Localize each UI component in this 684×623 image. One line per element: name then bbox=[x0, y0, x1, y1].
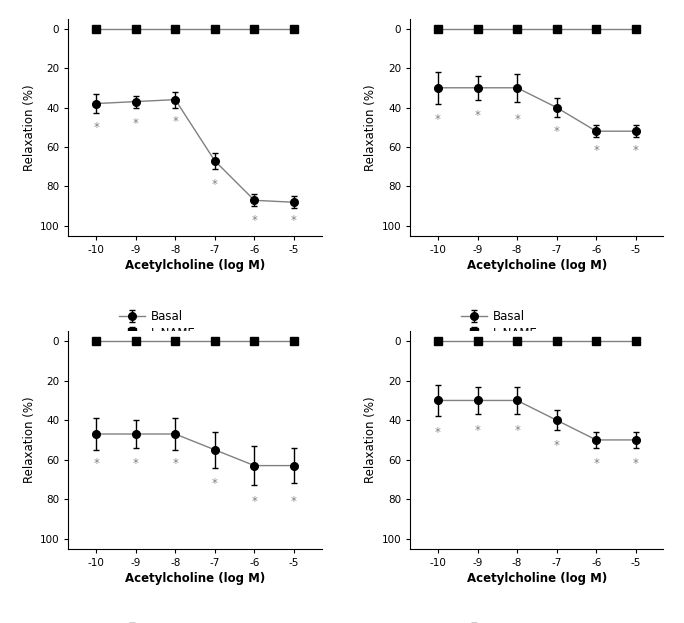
Text: *: * bbox=[252, 214, 257, 227]
Text: *: * bbox=[291, 495, 297, 508]
Text: *: * bbox=[475, 424, 480, 437]
Text: (b)  AoCo-V: (b) AoCo-V bbox=[503, 355, 570, 368]
Text: *: * bbox=[172, 457, 178, 470]
Text: *: * bbox=[593, 457, 599, 470]
Text: *: * bbox=[252, 495, 257, 508]
Text: *: * bbox=[554, 439, 560, 452]
Text: *: * bbox=[291, 214, 297, 227]
Text: *: * bbox=[172, 115, 178, 128]
Text: *: * bbox=[435, 113, 441, 126]
X-axis label: Acetylcholine (log M): Acetylcholine (log M) bbox=[125, 572, 265, 585]
Text: (a)  Sham-V: (a) Sham-V bbox=[160, 355, 230, 368]
Legend: Basal, L-NAME: Basal, L-NAME bbox=[114, 618, 200, 623]
Text: *: * bbox=[133, 117, 139, 130]
Text: *: * bbox=[514, 113, 520, 126]
Legend: Basal, L-NAME: Basal, L-NAME bbox=[456, 305, 542, 345]
Text: *: * bbox=[212, 178, 218, 191]
Text: *: * bbox=[133, 457, 139, 470]
X-axis label: Acetylcholine (log M): Acetylcholine (log M) bbox=[125, 259, 265, 272]
Text: *: * bbox=[212, 477, 218, 490]
Legend: Basal, L-NAME: Basal, L-NAME bbox=[114, 305, 200, 345]
Y-axis label: Relaxation (%): Relaxation (%) bbox=[365, 397, 378, 483]
Text: *: * bbox=[93, 121, 99, 134]
Y-axis label: Relaxation (%): Relaxation (%) bbox=[365, 84, 378, 171]
Text: *: * bbox=[475, 109, 480, 122]
Legend: Basal, L-NAME: Basal, L-NAME bbox=[456, 618, 542, 623]
Text: *: * bbox=[633, 457, 639, 470]
Text: *: * bbox=[435, 426, 441, 439]
Y-axis label: Relaxation (%): Relaxation (%) bbox=[23, 397, 36, 483]
Text: *: * bbox=[514, 424, 520, 437]
Text: *: * bbox=[633, 145, 639, 158]
X-axis label: Acetylcholine (log M): Acetylcholine (log M) bbox=[466, 259, 607, 272]
Text: *: * bbox=[93, 457, 99, 470]
X-axis label: Acetylcholine (log M): Acetylcholine (log M) bbox=[466, 572, 607, 585]
Y-axis label: Relaxation (%): Relaxation (%) bbox=[23, 84, 36, 171]
Text: *: * bbox=[554, 125, 560, 138]
Text: *: * bbox=[593, 145, 599, 158]
